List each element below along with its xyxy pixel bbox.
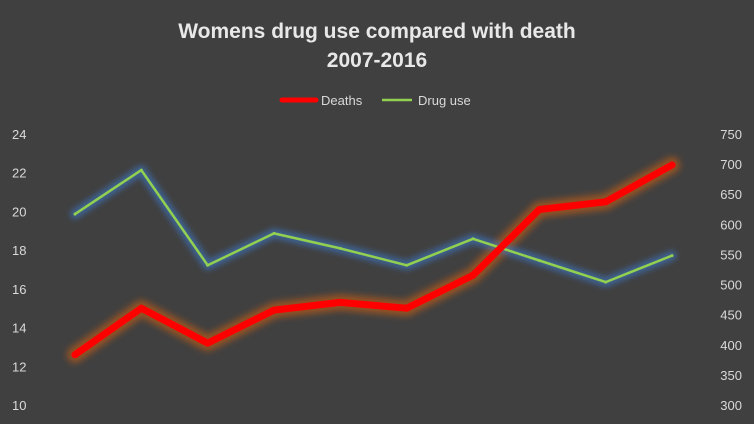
right-tick-label: 300 [720,398,742,413]
data-point-drug-use [206,263,210,267]
data-point-deaths [204,339,212,347]
left-tick-label: 20 [12,204,26,219]
data-point-drug-use [670,254,674,258]
right-tick-label: 600 [720,217,742,232]
right-axis-ticks: 750 700 650 600 550 500 450 400 350 300 [720,127,742,413]
data-point-deaths [137,304,145,312]
legend-label-deaths: Deaths [321,93,363,108]
data-point-drug-use [471,237,475,241]
right-tick-label: 500 [720,278,742,293]
chart-title-line-1: Womens drug use compared with death [178,20,576,43]
legend: Deaths Drug use [279,93,471,108]
right-tick-label: 650 [720,187,742,202]
right-tick-label: 700 [720,157,742,172]
chart-title-line-2: 2007-2016 [327,49,427,72]
right-tick-label: 350 [720,368,742,383]
left-axis-ticks: 24 22 20 18 16 14 12 10 [12,127,26,413]
left-tick-label: 16 [12,282,26,297]
data-point-deaths [336,298,344,306]
data-point-deaths [71,351,79,359]
left-tick-label: 10 [12,398,26,413]
left-tick-label: 24 [12,127,26,142]
data-point-drug-use [338,246,342,250]
data-point-drug-use [405,263,409,267]
data-point-drug-use [604,280,608,284]
legend-label-drug-use: Drug use [418,93,471,108]
data-point-deaths [270,306,278,314]
series-line-drug-use [73,168,674,284]
right-tick-label: 550 [720,247,742,262]
data-point-deaths [403,304,411,312]
data-point-drug-use [537,258,541,262]
left-tick-label: 22 [12,166,26,181]
data-point-deaths [469,271,477,279]
right-tick-label: 450 [720,308,742,323]
data-point-drug-use [139,168,143,172]
left-tick-label: 18 [12,243,26,258]
left-tick-label: 14 [12,321,26,336]
right-tick-label: 400 [720,338,742,353]
series-layer [67,157,680,363]
series-glow-drug-use [70,165,677,288]
data-point-deaths [602,198,610,206]
right-tick-label: 750 [720,127,742,142]
data-point-deaths [668,161,676,169]
data-point-drug-use [73,212,77,216]
data-point-deaths [535,205,543,213]
data-point-drug-use [272,231,276,235]
series-line-deaths [71,161,676,359]
left-tick-label: 12 [12,359,26,374]
